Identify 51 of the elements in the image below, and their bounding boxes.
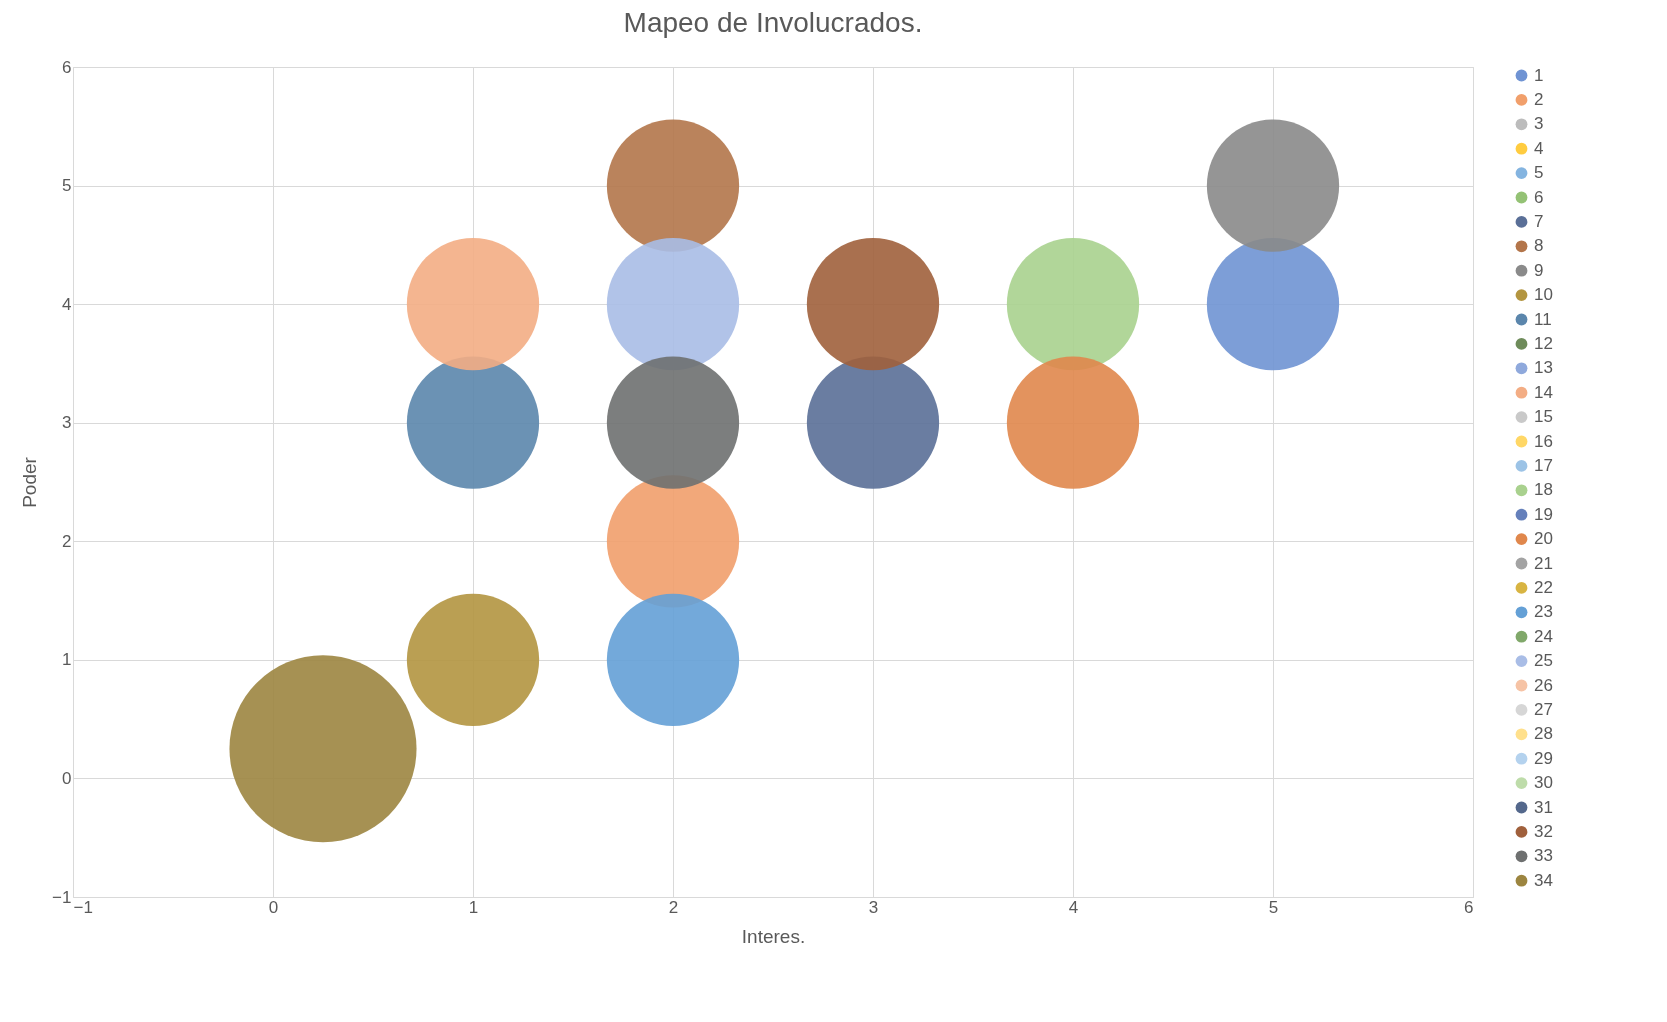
y-tick-label: 0	[62, 768, 72, 788]
x-axis-title: Interes.	[741, 925, 806, 947]
y-tick-label: 6	[62, 57, 72, 77]
legend-label: 7	[1534, 211, 1544, 231]
legend-label: 15	[1534, 407, 1553, 427]
legend-label: 26	[1534, 675, 1553, 695]
legend-label: 10	[1534, 285, 1553, 305]
legend-label: 21	[1534, 553, 1553, 573]
legend-label: 23	[1534, 602, 1553, 622]
legend-label: 30	[1534, 773, 1553, 793]
legend-label: 11	[1534, 309, 1552, 329]
x-tick-label: 0	[268, 897, 279, 917]
legend-label: 12	[1534, 333, 1553, 353]
x-tick-label: 1	[468, 897, 479, 917]
legend-label: 25	[1534, 651, 1553, 671]
x-tick-label: 6	[1464, 897, 1474, 917]
y-tick-label: 2	[62, 531, 72, 551]
legend-label: 27	[1534, 699, 1553, 719]
legend-label: 32	[1534, 821, 1553, 841]
legend-label: 6	[1534, 187, 1544, 207]
y-tick-label: 1	[62, 650, 72, 670]
y-tick-label: 5	[62, 176, 72, 196]
legend-label: 5	[1534, 163, 1544, 183]
legend-label: 19	[1534, 504, 1553, 524]
chart-title: Mapeo de Involucrados.	[623, 7, 923, 38]
legend-label: 8	[1534, 236, 1544, 256]
y-tick-label: 4	[62, 294, 72, 314]
legend-label: 3	[1534, 114, 1544, 134]
x-tick-label: 3	[868, 897, 879, 917]
legend-label: 29	[1534, 748, 1553, 768]
legend-label: 17	[1534, 455, 1553, 475]
y-tick-label: 3	[62, 413, 72, 433]
x-tick-label: 5	[1268, 897, 1279, 917]
legend-label: 33	[1534, 846, 1553, 866]
legend-label: 34	[1534, 870, 1553, 890]
legend-label: 24	[1534, 626, 1553, 646]
legend-label: 2	[1534, 89, 1544, 109]
legend-label: 4	[1534, 138, 1544, 158]
x-tick-label: 4	[1068, 897, 1079, 917]
legend-label: 22	[1534, 577, 1553, 597]
legend-label: 28	[1534, 724, 1553, 744]
legend-label: 14	[1534, 382, 1553, 402]
y-axis-title: Poder	[19, 456, 41, 508]
x-tick-label: 2	[668, 897, 679, 917]
legend-label: 18	[1534, 480, 1553, 500]
legend-label: 13	[1534, 358, 1553, 378]
legend-label: 9	[1534, 260, 1544, 280]
legend-label: 16	[1534, 431, 1553, 451]
legend-label: 20	[1534, 529, 1553, 549]
legend-label: 31	[1534, 797, 1553, 817]
legend-label: 1	[1534, 65, 1544, 85]
